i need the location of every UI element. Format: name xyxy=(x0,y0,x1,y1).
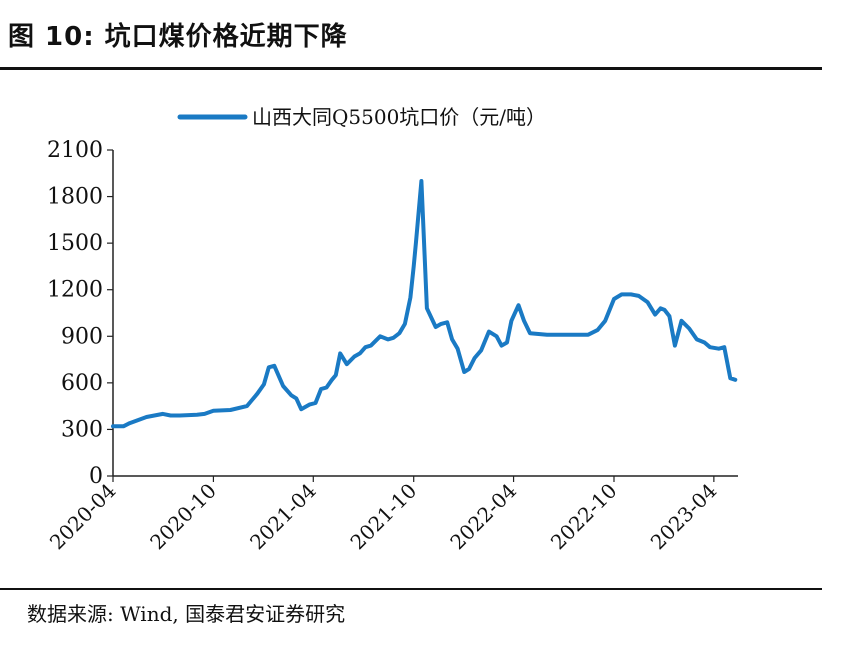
y-tick-label: 0 xyxy=(89,464,103,489)
y-tick-label: 300 xyxy=(61,417,103,442)
y-tick-label: 1500 xyxy=(47,231,103,256)
line-chart: 山西大同Q5500坑口价（元/吨） 0 300 600 900 1200 1500 1800… xyxy=(45,105,738,555)
y-tick-label: 2100 xyxy=(47,138,103,163)
figure-title: 图 10: 坑口煤价格近期下降 xyxy=(8,22,348,52)
source-rule xyxy=(0,588,822,590)
y-tick-label: 600 xyxy=(61,371,103,396)
x-axis-ticks: 2020-04 2020-10 2021-04 2021-10 2022-04 2022-… xyxy=(45,476,722,555)
source-note: 数据来源: Wind, 国泰君安证券研究 xyxy=(27,602,346,626)
title-rule xyxy=(0,67,822,70)
x-tick-label: 2022-10 xyxy=(546,479,622,555)
y-tick-label: 1200 xyxy=(47,278,103,303)
legend-label: 山西大同Q5500坑口价（元/吨） xyxy=(252,105,546,129)
x-tick-label: 2021-10 xyxy=(346,479,422,555)
x-tick-label: 2022-04 xyxy=(445,479,521,555)
x-tick-label: 2021-04 xyxy=(245,479,321,555)
y-tick-label: 900 xyxy=(61,324,103,349)
series-line xyxy=(111,179,738,429)
legend: 山西大同Q5500坑口价（元/吨） xyxy=(177,105,546,129)
axes xyxy=(112,150,738,477)
y-tick-label: 1800 xyxy=(47,185,103,210)
x-tick-label: 2023-04 xyxy=(646,479,722,555)
x-tick-label: 2020-10 xyxy=(145,479,221,555)
y-axis-ticks: 0 300 600 900 1200 1500 1800 2100 xyxy=(47,138,113,489)
data-points xyxy=(112,180,736,427)
x-tick-label: 2020-04 xyxy=(45,479,121,555)
